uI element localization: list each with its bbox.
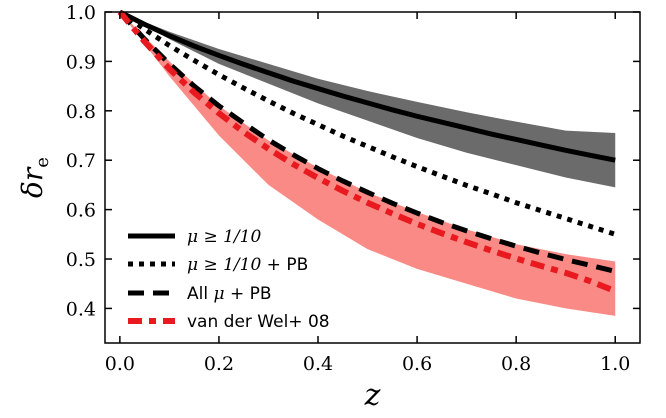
y-tick-label: 0.8 bbox=[66, 101, 96, 123]
x-tick-label: 0.6 bbox=[402, 353, 432, 375]
y-axis-label-main: δr bbox=[16, 166, 49, 198]
y-tick-label: 0.7 bbox=[66, 150, 96, 172]
x-axis-label: z bbox=[364, 378, 381, 413]
axis-labels: z δre bbox=[16, 157, 381, 413]
y-tick-label: 0.5 bbox=[66, 249, 96, 271]
y-axis-label-sub: e bbox=[32, 157, 53, 168]
x-tick-label: 0.4 bbox=[303, 353, 333, 375]
x-tick-label: 0.8 bbox=[501, 353, 531, 375]
x-tick-label: 1.0 bbox=[600, 353, 630, 375]
confidence-bands bbox=[119, 12, 616, 316]
series-lines bbox=[117, 9, 617, 294]
y-axis-label: δre bbox=[16, 157, 53, 198]
y-tick-label: 0.9 bbox=[66, 51, 96, 73]
series-all-mu-pb-legend-label: All μ + PB bbox=[187, 284, 272, 304]
series-van-der-wel-08-legend-label: van der Wel+ 08 bbox=[187, 312, 330, 332]
series-mu-ge-1-10-line bbox=[118, 9, 616, 163]
band-grey bbox=[119, 12, 616, 188]
series-all-mu-pb-line bbox=[118, 10, 616, 274]
x-tick-label: 0.2 bbox=[204, 353, 234, 375]
y-axis-ticks: 0.4 0.5 0.6 0.7 0.8 0.9 1.0 bbox=[66, 2, 640, 320]
band-red bbox=[119, 12, 616, 316]
y-tick-label: 0.4 bbox=[66, 298, 96, 320]
series-mu-ge-1-10-legend-label: μ ≥ 1/10 bbox=[187, 227, 261, 247]
plot-frame bbox=[104, 11, 641, 344]
series-mu-ge-1-10-pb-legend-label: μ ≥ 1/10 + PB bbox=[187, 255, 308, 275]
legend: μ ≥ 1/10 μ ≥ 1/10 + PB All μ + PB van der W… bbox=[128, 227, 330, 332]
x-axis-ticks: 0.0 0.2 0.4 0.6 0.8 1.0 bbox=[105, 12, 630, 375]
y-tick-label: 1.0 bbox=[66, 2, 96, 24]
series-van-der-wel-08-line bbox=[117, 10, 617, 294]
y-tick-label: 0.6 bbox=[66, 200, 96, 222]
x-tick-label: 0.0 bbox=[105, 353, 135, 375]
